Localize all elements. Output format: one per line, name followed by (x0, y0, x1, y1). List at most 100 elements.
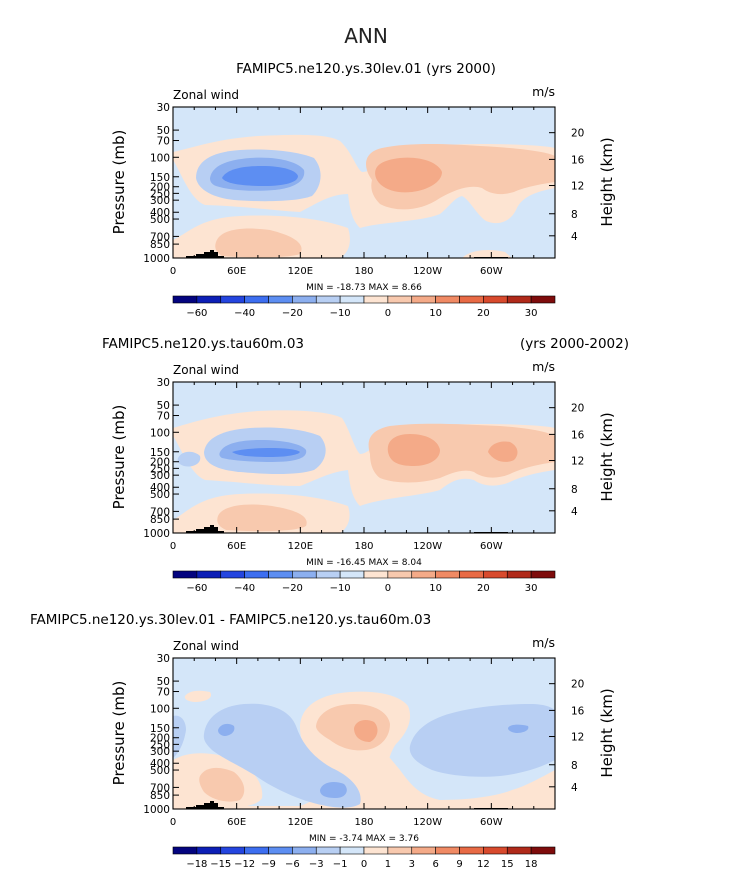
y-tick-label: 30 (157, 653, 170, 665)
colorbar-swatch (506, 570, 532, 579)
y-tick-label: 50 (157, 125, 170, 137)
y-tick-label: 70 (157, 687, 170, 699)
colorbar-label: −20 (282, 583, 303, 594)
colorbar-label: 15 (501, 859, 514, 870)
y-tick-label: 400 (150, 207, 170, 219)
colorbar-label: −20 (282, 308, 303, 319)
colorbar-swatch (363, 295, 389, 304)
colorbar-swatch (530, 846, 556, 855)
colorbar-label: 3 (409, 859, 415, 870)
colorbar-swatch (172, 295, 198, 304)
colorbar-label: 0 (385, 308, 391, 319)
colorbar-label: 30 (525, 308, 538, 319)
panel-2: FAMIPC5.ne120.ys.tau60m.03 (yrs 2000-200… (102, 336, 629, 594)
x-tick-label: 0 (170, 266, 176, 277)
y-tick-label: 150 (150, 447, 170, 459)
height-tick-label: 20 (571, 679, 584, 691)
colorbar-swatch (483, 846, 508, 855)
colorbar-label: −60 (186, 308, 207, 319)
colorbar-swatch (339, 295, 365, 304)
colorbar-swatch (483, 570, 508, 579)
colorbar-swatch (387, 295, 413, 304)
colorbar-label: 18 (525, 859, 538, 870)
contour-band-neg-1b (409, 704, 555, 777)
colorbar-swatch (220, 846, 245, 855)
x-tick-label: 120E (288, 266, 313, 277)
colorbar-swatch (387, 846, 413, 855)
terrain (186, 525, 508, 533)
colorbar-swatch (339, 846, 365, 855)
panel-title-left: FAMIPC5.ne120.ys.30lev.01 (yrs 2000) (236, 61, 496, 77)
plot-frame-group: 0 60E 120E 180 120W 60W3050701001502002503004… (110, 653, 616, 828)
contour-band-neg-3 (232, 448, 300, 457)
y-axis-label-right: Height (km) (598, 688, 616, 777)
y-tick-label: 100 (150, 152, 170, 164)
y-tick-label: 50 (157, 400, 170, 412)
colorbar-swatch (220, 295, 245, 304)
colorbar-swatch (244, 846, 269, 855)
colorbar-label: −40 (234, 308, 255, 319)
colorbar-swatch (315, 295, 341, 304)
colorbar-label: 9 (456, 859, 462, 870)
contour-field (173, 382, 555, 533)
y-tick-label: 150 (150, 723, 170, 735)
page-title: ANN (344, 24, 388, 48)
x-tick-label: 120W (413, 817, 442, 828)
x-tick-label: 180 (354, 266, 373, 277)
units-label: m/s (532, 84, 555, 99)
colorbar-swatch (435, 570, 460, 579)
min-max-label: MIN = -3.74 MAX = 3.76 (309, 834, 419, 844)
x-tick-label: 60E (227, 541, 246, 552)
colorbar-label: −15 (210, 859, 231, 870)
x-tick-label: 60W (480, 541, 503, 552)
x-tick-label: 60E (227, 817, 246, 828)
colorbar-label: −1 (333, 859, 348, 870)
colorbar-group: −60 −40 −20 −10 0 10 20 30 (172, 295, 556, 319)
colorbar-label: −18 (186, 859, 207, 870)
colorbar-swatch (220, 570, 245, 579)
y-tick-label: 250 (150, 739, 170, 751)
panel-1: FAMIPC5.ne120.ys.30lev.01 (yrs 2000) Zon… (110, 61, 616, 319)
colorbar-label: 20 (477, 308, 490, 319)
y-tick-label: 700 (150, 231, 170, 243)
units-label: m/s (532, 359, 555, 374)
colorbar-swatch (530, 295, 556, 304)
y-tick-label: 1000 (143, 804, 170, 816)
colorbar-label: −9 (261, 859, 276, 870)
contour-band-pos-3 (354, 720, 378, 742)
y-tick-label: 500 (150, 765, 170, 777)
height-tick-label: 12 (571, 181, 584, 193)
contour-band-pos-1b (215, 228, 302, 258)
y-tick-label: 150 (150, 172, 170, 184)
colorbar-label: −60 (186, 583, 207, 594)
y-tick-label: 100 (150, 427, 170, 439)
panel-3: FAMIPC5.ne120.ys.30lev.01 - FAMIPC5.ne12… (30, 612, 616, 870)
colorbar-label: 1 (385, 859, 391, 870)
y-tick-label: 250 (150, 188, 170, 200)
panel-title-right: (yrs 2000-2002) (520, 336, 629, 352)
y-tick-label: 250 (150, 463, 170, 475)
contour-band-neg-1c (173, 715, 186, 758)
colorbar-group: −60 −40 −20 −10 0 10 20 30 (172, 570, 556, 594)
y-tick-label: 70 (157, 411, 170, 423)
colorbar-swatch (172, 570, 198, 579)
x-tick-label: 60W (480, 266, 503, 277)
y-axis-label: Pressure (mb) (110, 681, 128, 786)
colorbar-label: 6 (432, 859, 438, 870)
contour-band-pos-0c (462, 250, 512, 258)
colorbar-swatch (411, 846, 436, 855)
height-tick-label: 8 (571, 484, 578, 496)
colorbar-label: 10 (429, 583, 442, 594)
plot-frame-group: 0 60E 120E 180 120W 60W3050701001502002503004… (110, 102, 616, 277)
colorbar-swatch (363, 570, 389, 579)
colorbar-swatch (172, 846, 198, 855)
y-tick-label: 850 (150, 514, 170, 526)
x-tick-label: 120E (288, 817, 313, 828)
colorbar-label: −6 (285, 859, 300, 870)
colorbar-swatch (196, 295, 222, 304)
y-tick-label: 500 (150, 489, 170, 501)
colorbar-label: 20 (477, 583, 490, 594)
colorbar-swatch (435, 295, 460, 304)
contour-band-pos-1b (217, 504, 307, 532)
y-axis-label: Pressure (mb) (110, 405, 128, 510)
